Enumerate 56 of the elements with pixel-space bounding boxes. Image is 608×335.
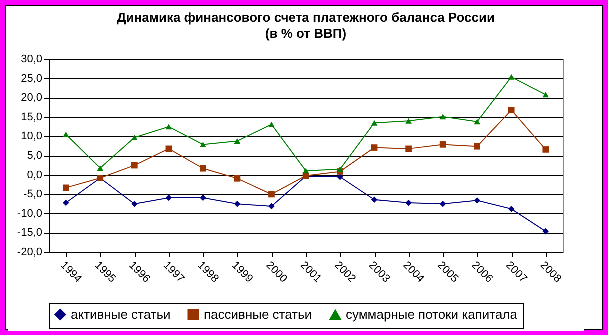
chart-subtitle: (в % от ВВП) <box>265 26 347 41</box>
y-tick-label: 15,0 <box>21 111 42 124</box>
point <box>200 142 206 148</box>
point <box>542 92 550 98</box>
point <box>337 166 344 172</box>
chart-title: Динамика финансового счета платежного баланса России <box>117 10 495 25</box>
point <box>542 228 550 235</box>
point <box>440 142 446 148</box>
point <box>132 162 138 169</box>
point <box>268 122 275 128</box>
legend-label: активные статьи <box>71 306 171 322</box>
point <box>371 196 378 204</box>
point <box>508 206 515 212</box>
point <box>302 168 310 174</box>
point <box>474 119 480 125</box>
point <box>132 135 138 140</box>
point <box>234 176 241 182</box>
y-tick-label: -15,0 <box>17 227 42 240</box>
point <box>200 165 206 172</box>
point <box>508 107 515 114</box>
point <box>406 118 412 124</box>
point <box>166 124 172 130</box>
point <box>371 144 378 151</box>
legend-label: пассивные статьи <box>204 306 312 322</box>
point <box>474 143 480 150</box>
point <box>337 174 344 180</box>
point <box>234 200 241 208</box>
point <box>62 184 70 192</box>
point <box>62 200 70 206</box>
point <box>474 198 480 204</box>
y-tick-label: -5,0 <box>24 188 42 201</box>
y-tick-label: 5,0 <box>27 150 42 162</box>
point <box>371 120 378 126</box>
point <box>268 203 275 210</box>
point <box>200 194 206 202</box>
point <box>440 200 446 208</box>
y-tick-label: 20,0 <box>21 92 42 104</box>
y-tick-label: 0,0 <box>27 169 42 182</box>
y-tick-label: -10,0 <box>17 208 42 220</box>
point <box>166 146 172 152</box>
point <box>406 200 412 206</box>
point <box>406 146 412 152</box>
y-tick-label: 10,0 <box>21 130 42 143</box>
point <box>268 191 275 198</box>
point <box>62 132 70 138</box>
y-tick-label: -20,0 <box>17 246 42 258</box>
point <box>234 138 241 144</box>
y-tick-label: 25,0 <box>21 72 42 85</box>
point <box>97 166 104 171</box>
legend-label: суммарные потоки капитала <box>346 307 518 322</box>
point <box>132 200 138 208</box>
point <box>542 146 550 153</box>
point <box>166 194 172 202</box>
point <box>508 74 515 80</box>
y-tick-label: 30,0 <box>21 54 42 66</box>
point <box>440 114 446 120</box>
